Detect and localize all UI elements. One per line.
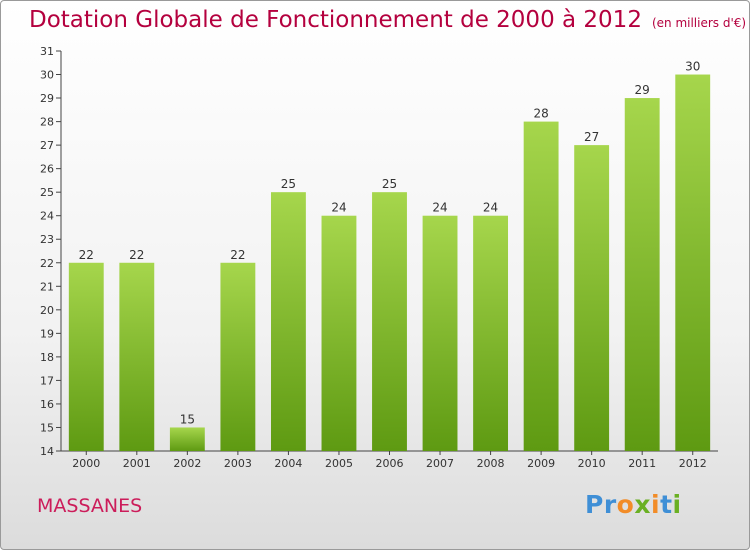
x-tick-label: 2009 [527,457,555,470]
x-tick-label: 2002 [173,457,201,470]
bar-2000 [68,262,104,451]
data-label: 22 [129,248,144,262]
bar-2003 [220,262,256,451]
y-tick-label: 30 [40,69,54,82]
x-tick-label: 2004 [274,457,302,470]
y-tick-label: 22 [40,257,54,270]
bar-2010 [574,145,610,451]
bar-2002 [169,427,205,451]
logo-letter: x [634,490,651,519]
bar-2006 [372,192,407,452]
logo-letter: t [660,490,673,519]
logo-letter: r [603,490,617,519]
data-label: 27 [584,130,599,144]
x-tick-label: 2003 [224,457,252,470]
y-tick-label: 31 [40,45,54,58]
x-tick-label: 2006 [376,457,404,470]
y-tick-label: 29 [40,92,54,105]
y-tick-label: 28 [40,116,54,129]
data-label: 22 [79,248,94,262]
x-tick-label: 2008 [477,457,505,470]
chart-title-text: Dotation Globale de Fonctionnement de 20… [29,7,642,33]
chart-title: Dotation Globale de Fonctionnement de 20… [29,7,746,33]
y-tick-label: 21 [40,280,54,293]
commune-name: MASSANES [37,495,143,517]
x-tick-label: 2001 [123,457,151,470]
y-tick-label: 18 [40,351,54,364]
x-tick-label: 2012 [679,457,707,470]
bar-2012 [675,74,711,451]
data-label: 28 [533,107,548,121]
y-tick-label: 23 [40,233,54,246]
bar-2001 [119,262,155,451]
x-tick-label: 2011 [628,457,656,470]
data-label: 15 [180,412,195,426]
y-tick-label: 25 [40,186,54,199]
x-tick-label: 2000 [72,457,100,470]
logo-letter: P [585,490,604,519]
logo-letter: o [616,490,635,519]
y-tick-label: 14 [40,445,54,458]
y-tick-label: 15 [40,421,54,434]
y-tick-label: 16 [40,398,54,411]
chart-subtitle: (en milliers d'€) [651,16,747,30]
logo-letter: i [651,490,661,519]
bar-2004 [270,192,306,452]
bar-2009 [523,121,559,452]
data-label: 25 [382,177,397,191]
chart-axes: 14 15 16 17 18 19 20 21 22 23 24 25 26 27 28 29 30 31 2000… [40,45,718,470]
logo-letter: i [672,490,682,519]
bar-2005 [321,215,357,451]
data-label: 24 [483,201,498,215]
y-tick-label: 27 [40,139,54,152]
chart-bars [68,74,711,452]
data-label: 24 [331,201,346,215]
y-tick-label: 17 [40,374,54,387]
data-label: 24 [432,201,447,215]
data-label: 30 [685,60,700,74]
data-label: 22 [230,248,245,262]
y-tick-label: 26 [40,163,54,176]
y-tick-label: 20 [40,304,54,317]
data-label: 25 [281,177,296,191]
chart-data-labels: 22 22 15 22 25 24 25 24 24 28 27 29 30 [79,60,701,427]
data-label: 29 [635,83,650,97]
bar-2011 [624,98,660,451]
proxiti-logo: Proxiti [585,490,682,519]
y-tick-label: 24 [40,210,54,223]
x-tick-label: 2005 [325,457,353,470]
x-tick-label: 2010 [578,457,606,470]
x-tick-label: 2007 [426,457,454,470]
bar-2008 [473,215,509,451]
y-tick-label: 19 [40,327,54,340]
bar-2007 [422,215,458,451]
